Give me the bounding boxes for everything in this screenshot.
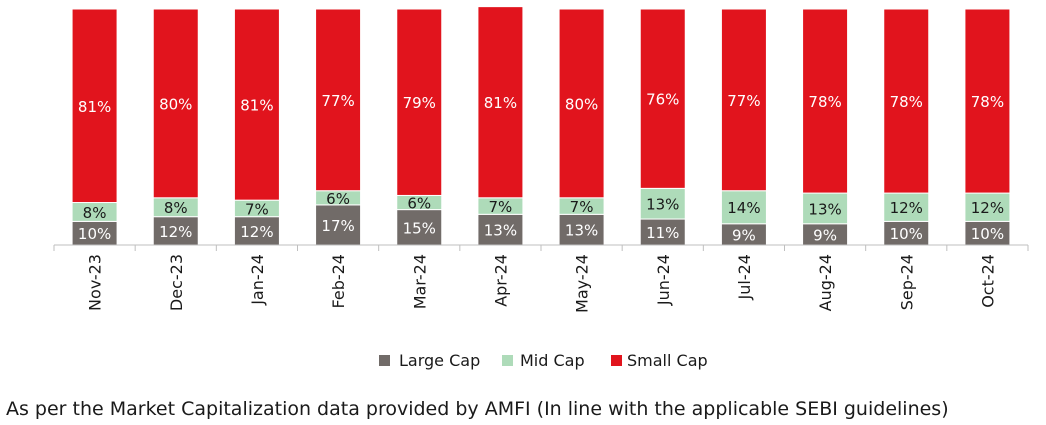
stacked-bar-chart: 10% 8% 81% 12% 8% 80% 12% 7% 81% 17% 6% 77% 15% 6% 79%…: [53, 6, 1029, 370]
data-label-large-cap: 9%: [813, 226, 837, 244]
bar-mid-cap-oct-24: [964, 192, 1011, 222]
data-label-mid-cap: 13%: [646, 196, 679, 214]
legend-label-mid-cap: Mid Cap: [520, 351, 585, 370]
data-label-small-cap: 78%: [808, 93, 841, 111]
bar-small-cap-jun-24: [639, 8, 686, 189]
data-label-mid-cap: 12%: [890, 199, 923, 217]
x-tick-label: Dec-23: [167, 254, 186, 311]
x-tick-label: Aug-24: [816, 254, 835, 311]
bar-large-cap-mar-24: [396, 209, 443, 246]
data-label-large-cap: 10%: [78, 225, 111, 243]
data-label-small-cap: 77%: [321, 92, 354, 110]
bar-mid-cap-jul-24: [720, 190, 767, 225]
data-label-mid-cap: 12%: [971, 199, 1004, 217]
legend: Large Cap Mid Cap Small Cap: [379, 351, 708, 370]
data-label-large-cap: 11%: [646, 224, 679, 242]
data-label-large-cap: 9%: [732, 226, 756, 244]
legend-swatch-mid-cap: [502, 355, 513, 366]
data-label-mid-cap: 8%: [83, 204, 107, 222]
data-label-large-cap: 13%: [565, 222, 598, 240]
x-tick-labels-group: Nov-23 Dec-23 Jan-24 Feb-24 Mar-24 Apr-24 May-…: [86, 254, 998, 313]
bar-small-cap-nov-23: [71, 8, 118, 204]
bar-large-cap-apr-24: [477, 213, 524, 246]
bar-small-cap-aug-24: [802, 8, 849, 194]
bar-small-cap-feb-24: [315, 8, 362, 192]
x-tick-label: Jan-24: [248, 254, 267, 306]
x-tick-label: May-24: [573, 254, 592, 313]
data-label-large-cap: 10%: [971, 225, 1004, 243]
data-label-mid-cap: 14%: [727, 199, 760, 217]
data-label-large-cap: 13%: [484, 222, 517, 240]
x-tick-label: Nov-23: [86, 254, 105, 311]
bars-group: 10% 8% 81% 12% 8% 80% 12% 7% 81% 17% 6% 77% 15% 6% 79%…: [71, 6, 1011, 246]
bar-small-cap-sep-24: [883, 8, 930, 194]
bar-large-cap-dec-23: [152, 216, 199, 246]
bar-small-cap-apr-24: [477, 6, 524, 199]
bar-small-cap-mar-24: [396, 8, 443, 196]
x-tick-label: Jul-24: [735, 254, 754, 300]
data-label-large-cap: 17%: [321, 217, 354, 235]
data-label-mid-cap: 7%: [570, 198, 594, 216]
x-ticks-group: [53, 245, 1029, 251]
x-tick-label: Apr-24: [491, 254, 510, 307]
data-label-small-cap: 78%: [971, 93, 1004, 111]
x-tick-label: Oct-24: [978, 254, 997, 308]
data-label-mid-cap: 7%: [489, 198, 513, 216]
bar-small-cap-oct-24: [964, 8, 1011, 194]
data-label-small-cap: 80%: [159, 95, 192, 113]
legend-label-small-cap: Small Cap: [627, 351, 708, 370]
x-tick-label: Sep-24: [897, 254, 916, 310]
data-label-small-cap: 80%: [565, 95, 598, 113]
legend-swatch-small-cap: [611, 355, 622, 366]
data-label-mid-cap: 7%: [245, 200, 269, 218]
data-label-large-cap: 12%: [240, 223, 273, 241]
x-tick-label: Jun-24: [654, 254, 673, 306]
bar-mid-cap-jun-24: [639, 187, 686, 220]
data-label-small-cap: 81%: [484, 94, 517, 112]
data-label-mid-cap: 13%: [808, 200, 841, 218]
data-label-mid-cap: 8%: [164, 199, 188, 217]
data-label-large-cap: 15%: [403, 219, 436, 237]
bar-small-cap-may-24: [558, 8, 605, 199]
data-label-mid-cap: 6%: [326, 190, 350, 208]
data-label-large-cap: 10%: [890, 225, 923, 243]
legend-swatch-large-cap: [379, 355, 390, 366]
data-label-small-cap: 81%: [240, 97, 273, 115]
x-tick-label: Mar-24: [410, 254, 429, 309]
bar-small-cap-dec-23: [152, 8, 199, 199]
data-label-large-cap: 12%: [159, 223, 192, 241]
x-tick-label: Feb-24: [329, 254, 348, 308]
data-label-small-cap: 76%: [646, 91, 679, 109]
bar-small-cap-jul-24: [720, 8, 767, 192]
legend-label-large-cap: Large Cap: [399, 351, 480, 370]
data-label-small-cap: 78%: [890, 93, 923, 111]
data-label-small-cap: 81%: [78, 98, 111, 116]
data-label-mid-cap: 6%: [407, 195, 431, 213]
data-label-small-cap: 79%: [403, 94, 436, 112]
data-label-small-cap: 77%: [727, 92, 760, 110]
footnote: As per the Market Capitalization data pr…: [6, 398, 949, 420]
bar-small-cap-jan-24: [233, 8, 280, 201]
